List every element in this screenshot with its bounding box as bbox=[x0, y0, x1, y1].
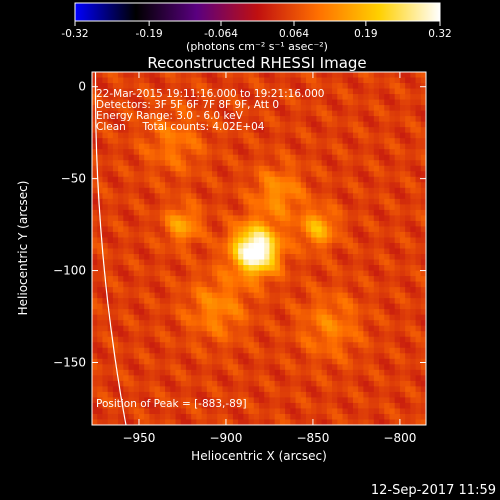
colorbar-tick-label: -0.32 bbox=[61, 28, 88, 40]
colorbar bbox=[74, 2, 441, 22]
colorbar-tick-label: -0.19 bbox=[136, 28, 163, 40]
annotation-energy-range: Energy Range: 3.0 - 6.0 keV bbox=[96, 110, 244, 122]
y-tick-label: −100 bbox=[53, 264, 86, 278]
y-tick-label: 0 bbox=[78, 80, 86, 94]
chart-title: Reconstructed RHESSI Image bbox=[147, 54, 366, 72]
colorbar-tick-label: 0.19 bbox=[354, 28, 377, 40]
y-tick-label: −50 bbox=[61, 172, 86, 186]
colorbar-unit-label: (photons cm⁻² s⁻¹ asec⁻²) bbox=[186, 40, 328, 53]
y-axis-ticks: 0 −50 −100 −150 bbox=[53, 80, 426, 369]
colorbar-tick-label: -0.064 bbox=[204, 28, 238, 40]
y-axis-label: Heliocentric Y (arcsec) bbox=[16, 181, 30, 316]
x-axis-ticks: −950 −900 −850 −800 bbox=[122, 72, 416, 445]
x-tick-label: −900 bbox=[209, 431, 242, 445]
annotation-detectors: Detectors: 3F 5F 6F 7F 8F 9F, Att 0 bbox=[96, 99, 279, 111]
x-tick-label: −950 bbox=[122, 431, 155, 445]
colorbar-tick-label: 0.32 bbox=[428, 28, 451, 40]
solar-limb-curve bbox=[94, 72, 127, 425]
peak-position-label: Position of Peak = [-883,-89] bbox=[96, 398, 247, 410]
colorbar-ticks: -0.32 -0.19 -0.064 0.064 0.19 0.32 bbox=[61, 21, 452, 40]
footer-timestamp: 12-Sep-2017 11:59 bbox=[371, 483, 496, 498]
annotation-time-range: 22-Mar-2015 19:11:16.000 to 19:21:16.000 bbox=[96, 88, 324, 100]
y-tick-label: −150 bbox=[53, 355, 86, 369]
x-axis-label: Heliocentric X (arcsec) bbox=[191, 449, 327, 463]
heatmap-image bbox=[92, 72, 426, 425]
x-tick-label: −800 bbox=[383, 431, 416, 445]
annotation-counts: Clean Total counts: 4.02E+04 bbox=[96, 121, 265, 133]
x-tick-label: −850 bbox=[296, 431, 329, 445]
plot-frame bbox=[91, 71, 427, 426]
colorbar-tick-label: 0.064 bbox=[279, 28, 309, 40]
